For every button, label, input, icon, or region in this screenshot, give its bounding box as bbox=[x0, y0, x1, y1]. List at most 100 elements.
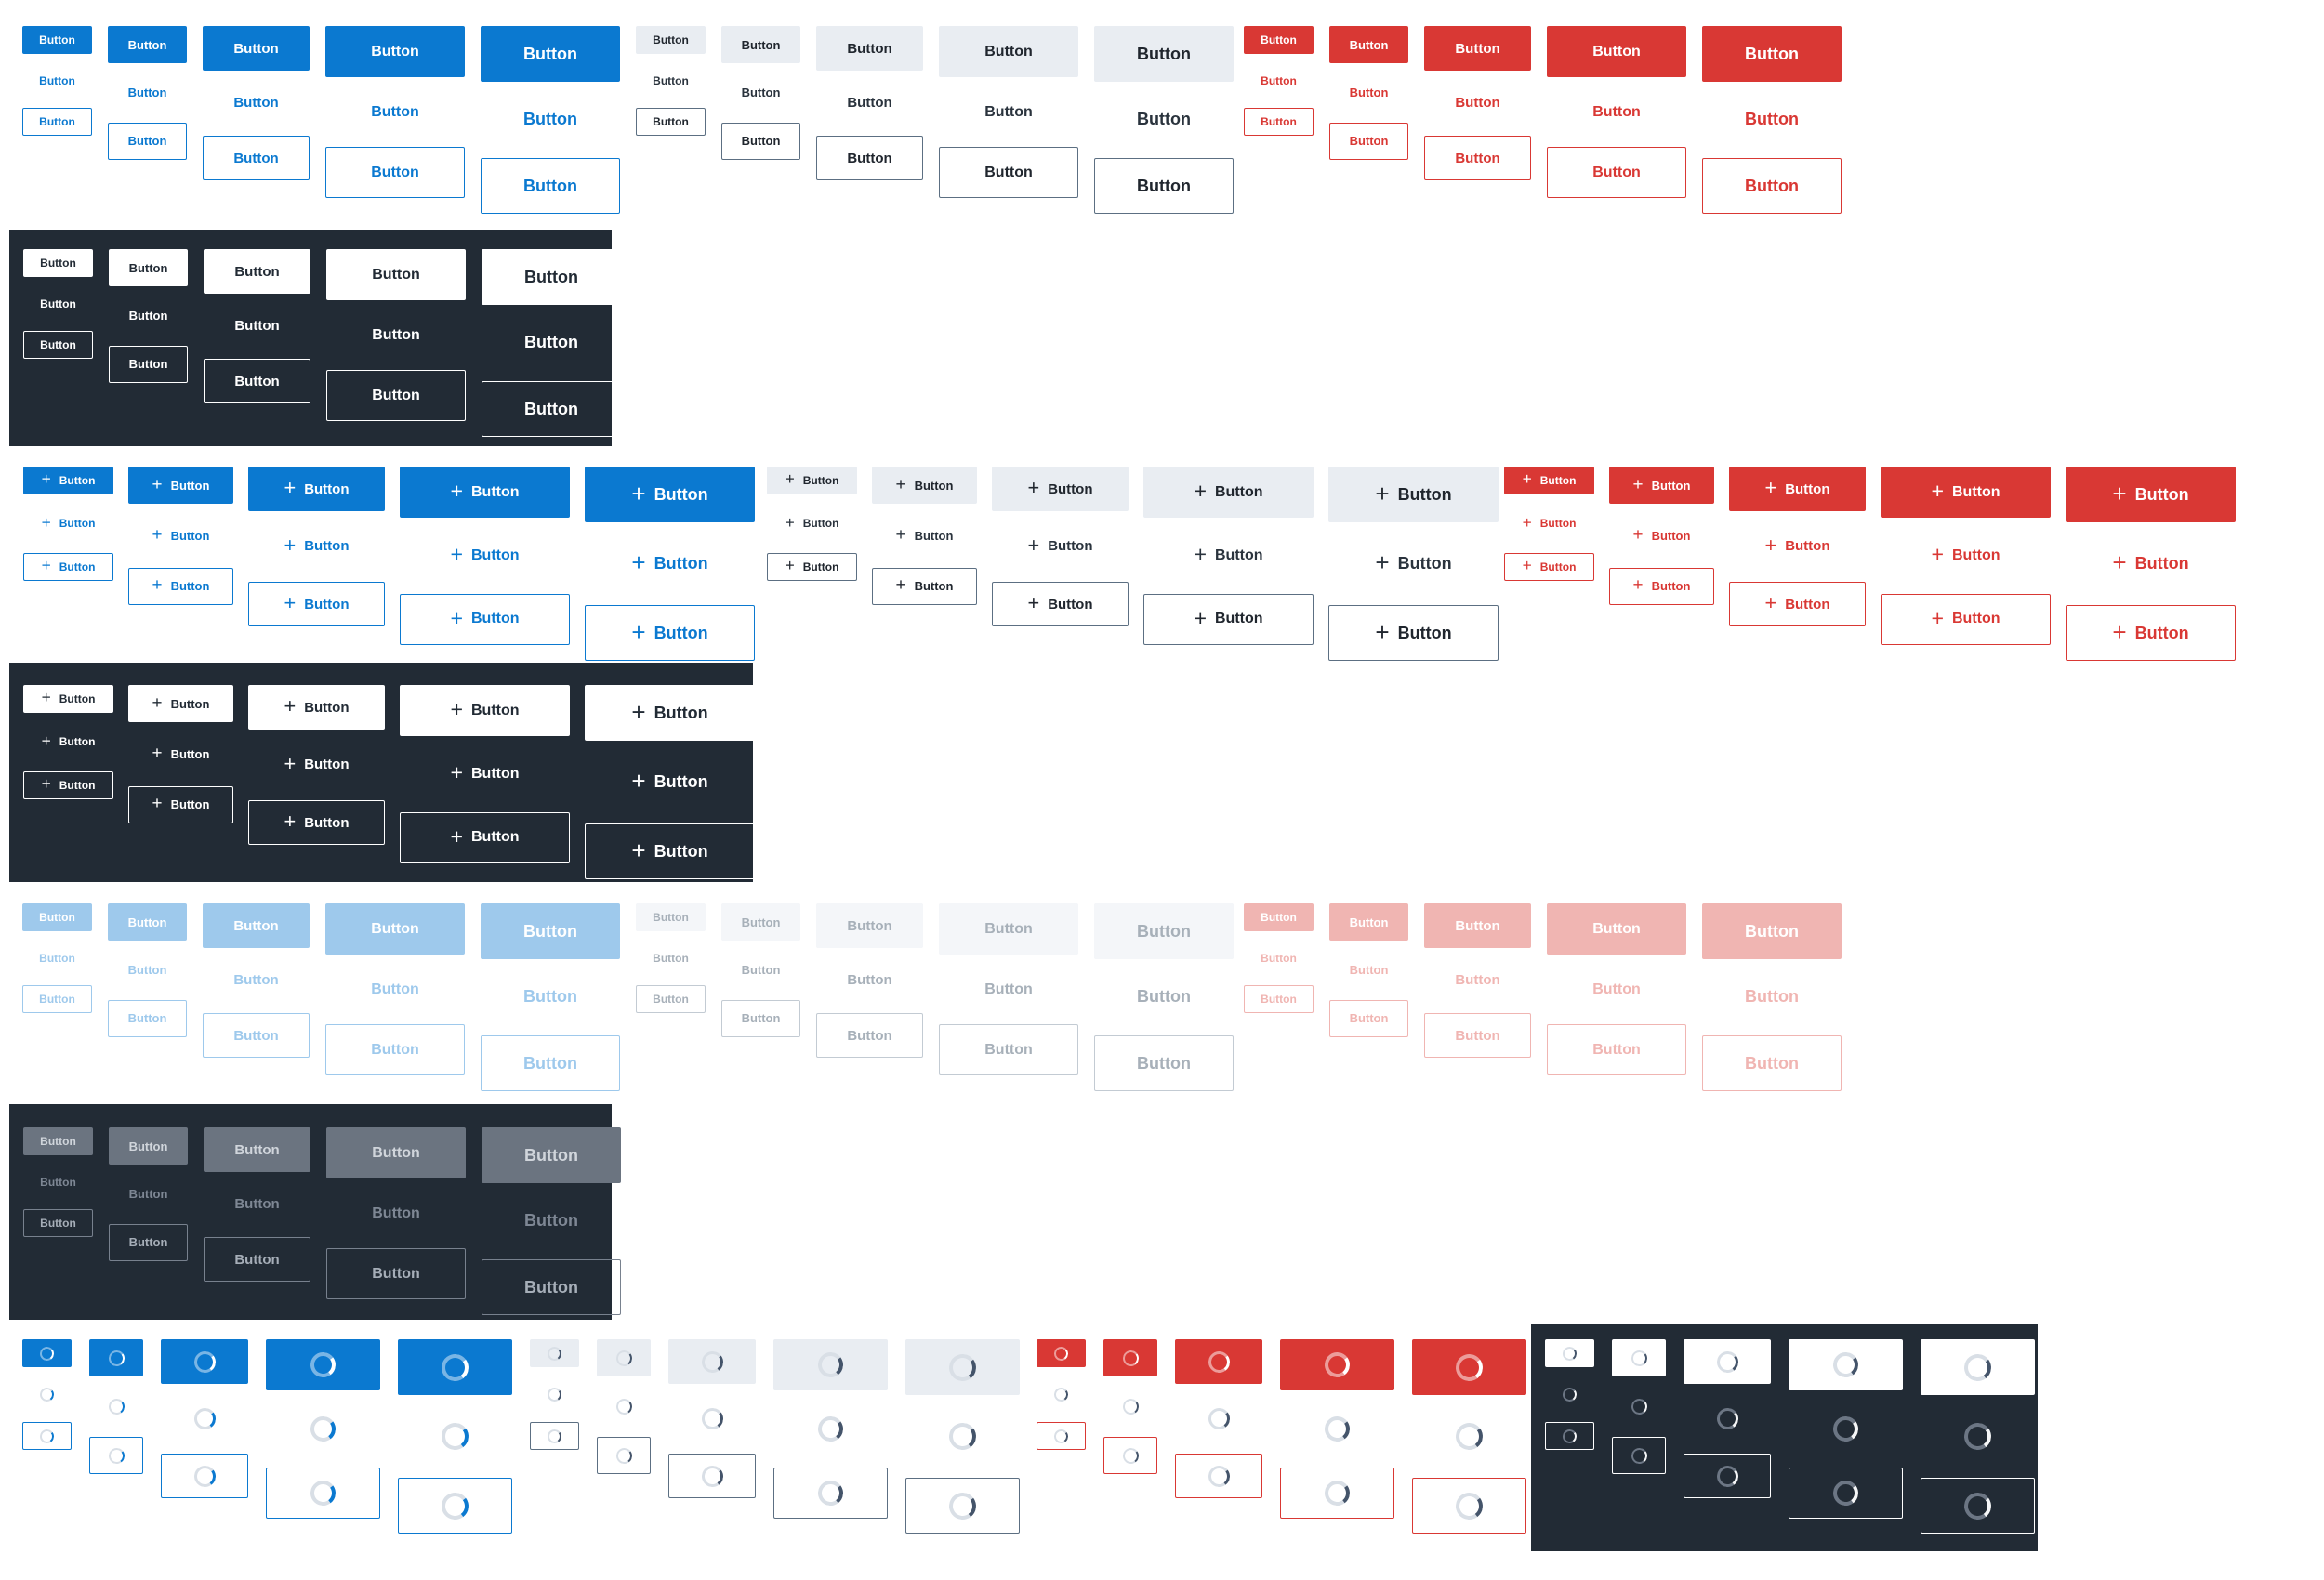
danger-outline-md-button[interactable]: Button bbox=[1424, 136, 1531, 180]
danger-outline-lg-icon-button[interactable]: + Button bbox=[1881, 593, 2051, 645]
white-solid-sm-icon-button[interactable]: + Button bbox=[128, 685, 233, 722]
default-ghost-xs-button[interactable]: Button bbox=[653, 74, 689, 87]
white-ghost-xs-loading-button[interactable] bbox=[1545, 1387, 1594, 1402]
default-ghost-md-button[interactable]: Button bbox=[847, 95, 891, 112]
primary-outline-md-icon-button[interactable]: + Button bbox=[248, 582, 385, 627]
default-solid-xs-button[interactable]: Button bbox=[636, 26, 706, 54]
default-outline-xs-button[interactable]: Button bbox=[636, 108, 706, 137]
danger-solid-md-button[interactable]: Button bbox=[1424, 26, 1531, 71]
default-ghost-lg-icon-button[interactable]: + Button bbox=[1194, 542, 1262, 568]
white-solid-xs-loading-button[interactable] bbox=[1545, 1339, 1594, 1367]
default-ghost-lg-loading-button[interactable] bbox=[773, 1415, 888, 1443]
danger-ghost-xl-button[interactable]: Button bbox=[1745, 110, 1799, 130]
white-outline-xs-loading-button[interactable] bbox=[1545, 1422, 1594, 1450]
default-outline-lg-icon-button[interactable]: + Button bbox=[1143, 593, 1314, 645]
primary-ghost-md-loading-button[interactable] bbox=[161, 1406, 248, 1431]
white-solid-lg-loading-button[interactable] bbox=[1789, 1339, 1903, 1390]
white-outline-sm-loading-button[interactable] bbox=[1612, 1437, 1666, 1474]
white-solid-xs-icon-button[interactable]: + Button bbox=[23, 685, 113, 713]
primary-solid-xl-icon-button[interactable]: + Button bbox=[585, 467, 755, 522]
danger-ghost-xs-button[interactable]: Button bbox=[1261, 74, 1297, 87]
white-ghost-md-button[interactable]: Button bbox=[234, 318, 279, 335]
danger-solid-xl-loading-button[interactable] bbox=[1412, 1339, 1526, 1395]
white-solid-md-button[interactable]: Button bbox=[204, 249, 310, 294]
primary-ghost-xl-button[interactable]: Button bbox=[523, 110, 577, 130]
white-solid-xl-icon-button[interactable]: + Button bbox=[585, 685, 755, 741]
danger-solid-xs-loading-button[interactable] bbox=[1037, 1339, 1086, 1367]
default-solid-md-loading-button[interactable] bbox=[668, 1339, 756, 1384]
default-outline-xl-button[interactable]: Button bbox=[1094, 157, 1234, 214]
danger-outline-xs-button[interactable]: Button bbox=[1244, 108, 1314, 137]
primary-ghost-xs-button[interactable]: Button bbox=[39, 74, 75, 87]
primary-outline-lg-button[interactable]: Button bbox=[325, 147, 465, 199]
primary-outline-xl-button[interactable]: Button bbox=[481, 157, 620, 214]
primary-outline-sm-icon-button[interactable]: + Button bbox=[128, 567, 233, 605]
default-solid-xs-loading-button[interactable] bbox=[530, 1339, 579, 1367]
primary-solid-sm-loading-button[interactable] bbox=[89, 1339, 143, 1376]
primary-ghost-xl-icon-button[interactable]: + Button bbox=[631, 548, 707, 577]
danger-solid-lg-button[interactable]: Button bbox=[1547, 26, 1686, 77]
danger-solid-lg-loading-button[interactable] bbox=[1280, 1339, 1394, 1390]
default-outline-md-icon-button[interactable]: + Button bbox=[992, 582, 1129, 627]
danger-outline-sm-loading-button[interactable] bbox=[1103, 1437, 1157, 1474]
danger-outline-xl-button[interactable]: Button bbox=[1702, 157, 1842, 214]
primary-ghost-sm-icon-button[interactable]: + Button bbox=[152, 524, 210, 546]
default-ghost-xl-loading-button[interactable] bbox=[905, 1421, 1020, 1452]
primary-outline-xl-loading-button[interactable] bbox=[398, 1478, 512, 1534]
default-solid-lg-button[interactable]: Button bbox=[939, 26, 1078, 77]
default-outline-sm-icon-button[interactable]: + Button bbox=[872, 567, 977, 605]
primary-outline-md-loading-button[interactable] bbox=[161, 1454, 248, 1498]
white-ghost-xs-icon-button[interactable]: + Button bbox=[42, 731, 96, 751]
default-ghost-lg-button[interactable]: Button bbox=[984, 103, 1033, 121]
primary-ghost-md-icon-button[interactable]: + Button bbox=[284, 533, 349, 558]
white-solid-xl-button[interactable]: Button bbox=[482, 249, 621, 305]
primary-ghost-lg-loading-button[interactable] bbox=[266, 1415, 380, 1443]
default-outline-md-loading-button[interactable] bbox=[668, 1454, 756, 1498]
danger-solid-sm-loading-button[interactable] bbox=[1103, 1339, 1157, 1376]
default-solid-md-icon-button[interactable]: + Button bbox=[992, 467, 1129, 511]
danger-solid-md-loading-button[interactable] bbox=[1175, 1339, 1262, 1384]
danger-outline-xs-icon-button[interactable]: + Button bbox=[1504, 552, 1594, 581]
white-outline-xl-button[interactable]: Button bbox=[482, 380, 621, 437]
danger-ghost-sm-button[interactable]: Button bbox=[1350, 86, 1389, 100]
danger-ghost-lg-loading-button[interactable] bbox=[1280, 1415, 1394, 1443]
default-outline-lg-loading-button[interactable] bbox=[773, 1468, 888, 1519]
default-outline-md-button[interactable]: Button bbox=[816, 136, 923, 180]
white-solid-lg-button[interactable]: Button bbox=[326, 249, 466, 300]
default-ghost-xs-icon-button[interactable]: + Button bbox=[786, 513, 839, 533]
white-ghost-xl-icon-button[interactable]: + Button bbox=[631, 767, 707, 796]
danger-ghost-lg-button[interactable]: Button bbox=[1592, 103, 1641, 121]
white-ghost-sm-icon-button[interactable]: + Button bbox=[152, 743, 210, 764]
white-ghost-md-icon-button[interactable]: + Button bbox=[284, 752, 349, 776]
default-outline-xs-icon-button[interactable]: + Button bbox=[767, 552, 857, 581]
primary-solid-xs-icon-button[interactable]: + Button bbox=[23, 467, 113, 494]
default-solid-md-button[interactable]: Button bbox=[816, 26, 923, 71]
default-outline-xl-loading-button[interactable] bbox=[905, 1478, 1020, 1534]
danger-ghost-sm-loading-button[interactable] bbox=[1103, 1397, 1157, 1416]
primary-outline-sm-loading-button[interactable] bbox=[89, 1437, 143, 1474]
white-ghost-lg-loading-button[interactable] bbox=[1789, 1415, 1903, 1443]
danger-outline-sm-icon-button[interactable]: + Button bbox=[1609, 567, 1714, 605]
white-ghost-md-loading-button[interactable] bbox=[1684, 1406, 1771, 1431]
danger-ghost-md-loading-button[interactable] bbox=[1175, 1406, 1262, 1431]
primary-solid-sm-button[interactable]: Button bbox=[108, 26, 187, 63]
danger-ghost-xl-loading-button[interactable] bbox=[1412, 1421, 1526, 1452]
primary-ghost-xs-icon-button[interactable]: + Button bbox=[42, 513, 96, 533]
white-outline-md-button[interactable]: Button bbox=[204, 359, 310, 403]
default-solid-xl-icon-button[interactable]: + Button bbox=[1328, 467, 1499, 522]
default-ghost-md-icon-button[interactable]: + Button bbox=[1027, 533, 1092, 558]
primary-solid-md-button[interactable]: Button bbox=[203, 26, 310, 71]
primary-ghost-md-button[interactable]: Button bbox=[233, 95, 278, 112]
danger-solid-xl-icon-button[interactable]: + Button bbox=[2066, 467, 2236, 522]
white-solid-sm-loading-button[interactable] bbox=[1612, 1339, 1666, 1376]
default-ghost-md-loading-button[interactable] bbox=[668, 1406, 756, 1431]
primary-ghost-lg-button[interactable]: Button bbox=[371, 103, 419, 121]
default-outline-xs-loading-button[interactable] bbox=[530, 1422, 579, 1450]
default-solid-sm-loading-button[interactable] bbox=[597, 1339, 651, 1376]
white-solid-xl-loading-button[interactable] bbox=[1921, 1339, 2035, 1395]
primary-solid-xs-button[interactable]: Button bbox=[22, 26, 92, 54]
white-outline-lg-button[interactable]: Button bbox=[326, 370, 466, 422]
white-ghost-lg-icon-button[interactable]: + Button bbox=[450, 760, 519, 786]
default-outline-sm-button[interactable]: Button bbox=[721, 122, 800, 160]
danger-outline-md-loading-button[interactable] bbox=[1175, 1454, 1262, 1498]
